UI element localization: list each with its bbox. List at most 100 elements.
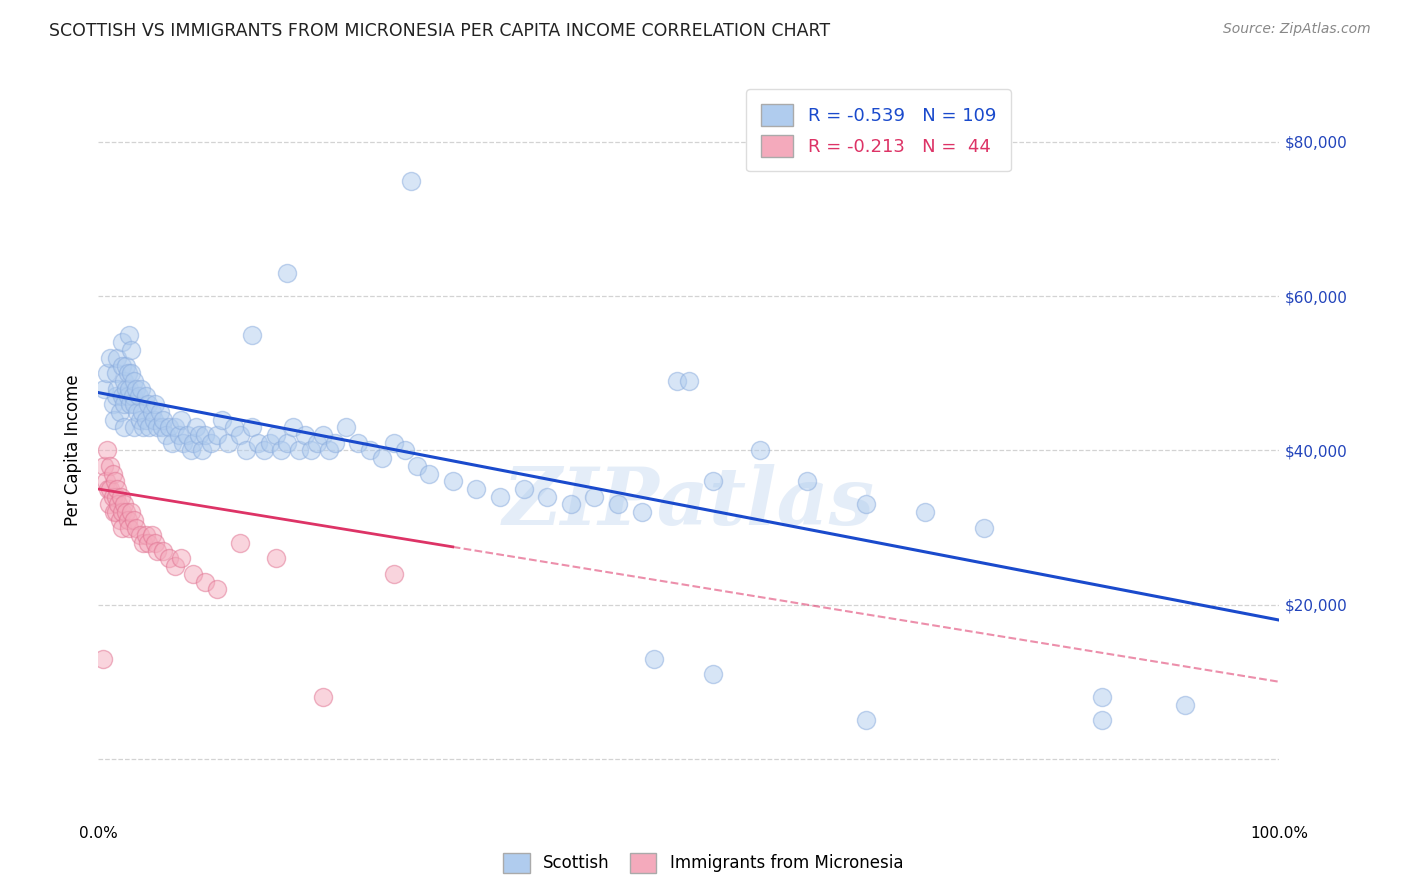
Point — [141, 528, 163, 542]
Point — [101, 397, 124, 411]
Point — [122, 513, 145, 527]
Point — [181, 566, 204, 581]
Point — [401, 173, 423, 187]
Point — [135, 412, 157, 426]
Point — [152, 543, 174, 558]
Point — [122, 420, 145, 434]
Point — [630, 505, 652, 519]
Point — [418, 467, 440, 481]
Point — [200, 435, 222, 450]
Point — [111, 389, 134, 403]
Point — [138, 420, 160, 434]
Point — [165, 420, 187, 434]
Point — [299, 443, 322, 458]
Point — [155, 428, 177, 442]
Point — [359, 443, 381, 458]
Point — [132, 536, 155, 550]
Point — [112, 498, 135, 512]
Point — [406, 458, 429, 473]
Y-axis label: Per Capita Income: Per Capita Income — [65, 375, 83, 526]
Point — [194, 428, 217, 442]
Point — [105, 482, 128, 496]
Point — [93, 458, 115, 473]
Point — [105, 367, 128, 381]
Point — [118, 327, 141, 342]
Point — [117, 389, 139, 403]
Point — [127, 405, 149, 419]
Point — [98, 498, 121, 512]
Point — [305, 435, 328, 450]
Point — [101, 467, 124, 481]
Point — [312, 690, 335, 705]
Point — [264, 428, 287, 442]
Point — [111, 520, 134, 534]
Point — [1091, 690, 1114, 705]
Point — [117, 513, 139, 527]
Point — [312, 428, 335, 442]
Point — [394, 443, 416, 458]
Point — [441, 475, 464, 489]
Point — [157, 420, 180, 434]
Point — [181, 435, 204, 450]
Point — [121, 389, 143, 403]
Point — [229, 428, 252, 442]
Point — [104, 475, 127, 489]
Point — [165, 559, 187, 574]
Point — [136, 536, 159, 550]
Point — [141, 405, 163, 419]
Point — [129, 382, 152, 396]
Point — [103, 412, 125, 426]
Point — [583, 490, 606, 504]
Text: ZIPatlas: ZIPatlas — [503, 464, 875, 541]
Point — [142, 412, 165, 426]
Point — [114, 382, 136, 396]
Point — [270, 443, 292, 458]
Point — [135, 528, 157, 542]
Point — [112, 420, 135, 434]
Point — [1174, 698, 1197, 712]
Point — [107, 498, 129, 512]
Point — [111, 505, 134, 519]
Point — [172, 435, 194, 450]
Point — [382, 566, 405, 581]
Point — [128, 412, 150, 426]
Point — [666, 374, 689, 388]
Point — [914, 505, 936, 519]
Point — [157, 551, 180, 566]
Point — [135, 389, 157, 403]
Point — [240, 327, 263, 342]
Point — [108, 405, 131, 419]
Point — [211, 412, 233, 426]
Point — [121, 367, 143, 381]
Point — [101, 490, 124, 504]
Text: SCOTTISH VS IMMIGRANTS FROM MICRONESIA PER CAPITA INCOME CORRELATION CHART: SCOTTISH VS IMMIGRANTS FROM MICRONESIA P… — [49, 22, 831, 40]
Point — [347, 435, 370, 450]
Point — [229, 536, 252, 550]
Point — [217, 435, 239, 450]
Point — [205, 582, 228, 597]
Point — [143, 397, 166, 411]
Text: Source: ZipAtlas.com: Source: ZipAtlas.com — [1223, 22, 1371, 37]
Point — [1091, 714, 1114, 728]
Point — [187, 428, 209, 442]
Point — [224, 420, 246, 434]
Point — [131, 405, 153, 419]
Point — [118, 520, 141, 534]
Point — [512, 482, 534, 496]
Point — [246, 435, 269, 450]
Point — [855, 498, 877, 512]
Point — [91, 651, 114, 665]
Point — [748, 443, 770, 458]
Point — [253, 443, 276, 458]
Point — [489, 490, 512, 504]
Point — [111, 359, 134, 373]
Point — [560, 498, 582, 512]
Point — [167, 428, 190, 442]
Point — [114, 505, 136, 519]
Point — [335, 420, 357, 434]
Point — [98, 351, 121, 365]
Point — [105, 505, 128, 519]
Legend: Scottish, Immigrants from Micronesia: Scottish, Immigrants from Micronesia — [496, 847, 910, 880]
Point — [150, 420, 173, 434]
Point — [318, 443, 340, 458]
